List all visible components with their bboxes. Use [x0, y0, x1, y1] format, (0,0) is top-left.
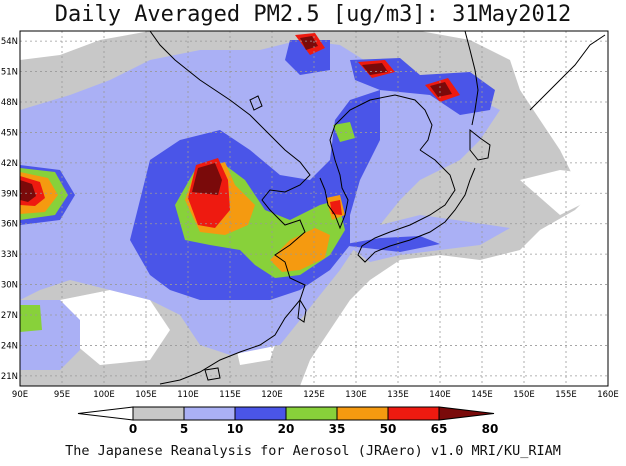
lon-tick-label: 105E — [135, 390, 157, 400]
longitude-tick-labels: 90E 95E 100E 105E 110E 115E 120E 125E 130E 135E 14… — [12, 390, 619, 400]
pm25-field — [20, 31, 608, 386]
map-title: Daily Averaged PM2.5 [ug/m3]: 31May2012 — [54, 2, 572, 27]
lat-tick-label: 39N — [1, 189, 18, 199]
contour-20-35 — [340, 236, 440, 252]
colorbar-label: 35 — [329, 422, 346, 436]
colorbar-label: 5 — [180, 422, 188, 436]
contour-35-50 — [333, 122, 355, 142]
lon-tick-label: 155E — [555, 390, 577, 400]
colorbar-label: 0 — [129, 422, 137, 436]
lat-tick-label: 48N — [1, 98, 18, 108]
map-frame — [19, 30, 609, 387]
lat-tick-label: 30N — [1, 281, 18, 291]
colorbar-segment — [285, 406, 338, 421]
coastline-mainland — [149, 31, 311, 385]
contour-80-plus — [192, 163, 222, 195]
footer-caption: The Japanese Reanalysis for Aerosol (JRA… — [65, 443, 561, 459]
contour-50-65 — [270, 228, 330, 272]
colorbar-segment — [132, 406, 185, 421]
colorbar-segment — [387, 406, 440, 421]
colorbar-label: 10 — [227, 422, 244, 436]
colorbar-segment — [336, 406, 389, 421]
lon-tick-label: 125E — [303, 390, 325, 400]
contour-80-plus — [362, 63, 388, 75]
gridlines — [20, 31, 608, 386]
contour-65-80 — [330, 200, 342, 215]
coastline-korea — [319, 94, 433, 230]
lat-tick-label: 36N — [1, 220, 18, 230]
lon-tick-label: 100E — [93, 390, 115, 400]
lon-tick-label: 160E — [597, 390, 619, 400]
lat-tick-label: 33N — [1, 250, 18, 260]
coastline-sakhalin — [464, 31, 479, 126]
coastlines — [149, 31, 606, 385]
coastline-kuril — [529, 34, 606, 111]
lon-tick-label: 115E — [219, 390, 241, 400]
colorbar-label: 20 — [278, 422, 295, 436]
colorbar-arrow-high — [438, 406, 495, 421]
lon-tick-label: 145E — [471, 390, 493, 400]
lon-tick-label: 135E — [387, 390, 409, 400]
lat-tick-label: 21N — [1, 372, 18, 382]
clear-area — [520, 170, 608, 215]
lon-tick-label: 150E — [513, 390, 535, 400]
colorbar: 0 5 10 20 35 50 65 80 — [77, 406, 499, 436]
lat-tick-label: 54N — [1, 37, 18, 47]
lat-tick-label: 42N — [1, 159, 18, 169]
lon-tick-label: 90E — [12, 390, 28, 400]
lat-tick-label: 45N — [1, 128, 18, 138]
colorbar-segment — [183, 406, 236, 421]
coastline-hainan — [204, 367, 221, 381]
lon-tick-label: 130E — [345, 390, 367, 400]
latitude-tick-labels: 54N 51N 48N 45N 42N 39N 36N 33N 30N 27N 24N 21N — [1, 37, 18, 382]
coastline-lake — [249, 95, 263, 111]
lon-tick-label: 120E — [261, 390, 283, 400]
contour-80-plus — [300, 36, 318, 50]
lat-tick-label: 24N — [1, 341, 18, 351]
clear-area — [60, 290, 170, 365]
colorbar-segment — [234, 406, 287, 421]
coastline-hokkaido — [469, 128, 491, 161]
colorbar-arrow-low — [77, 406, 134, 421]
lon-tick-label: 110E — [177, 390, 199, 400]
colorbar-label: 80 — [482, 422, 499, 436]
lat-tick-label: 27N — [1, 311, 18, 321]
lon-tick-label: 140E — [429, 390, 451, 400]
colorbar-label: 50 — [380, 422, 397, 436]
lat-tick-label: 51N — [1, 68, 18, 78]
contour-80-plus — [430, 82, 452, 97]
lon-tick-label: 95E — [54, 390, 70, 400]
colorbar-label: 65 — [431, 422, 448, 436]
coastline-japan — [357, 149, 476, 263]
coastline-taiwan — [297, 298, 307, 323]
contour-80-plus — [20, 180, 36, 202]
contour-35-50 — [20, 305, 42, 332]
